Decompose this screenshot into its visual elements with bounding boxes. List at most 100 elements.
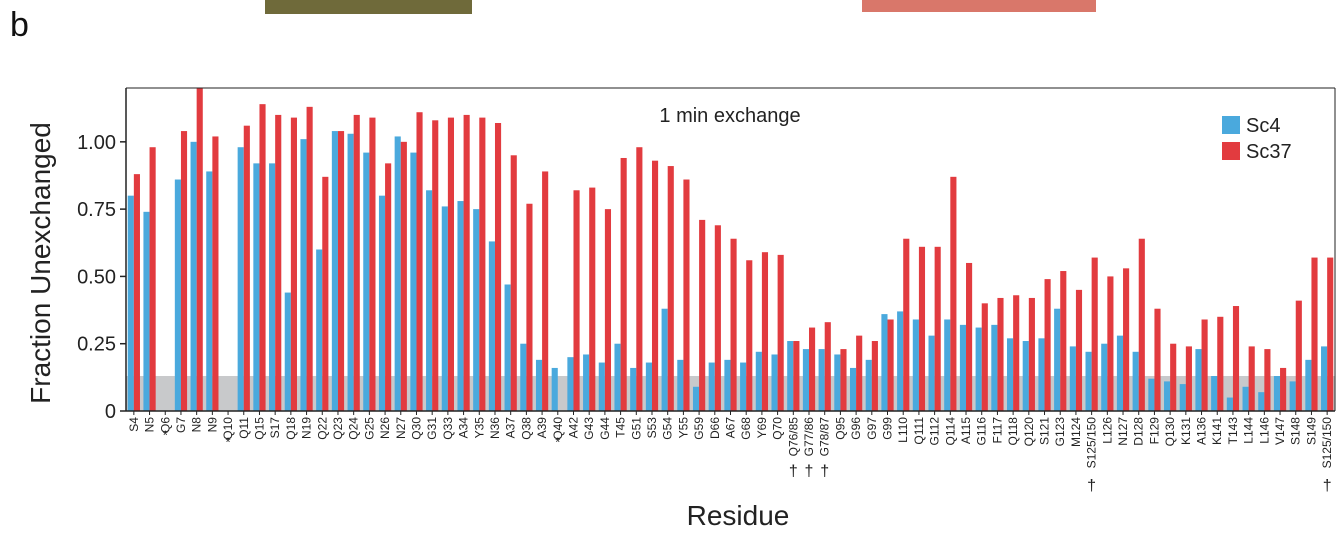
x-tick-marker: * bbox=[163, 427, 168, 442]
bar-sc37-a67 bbox=[730, 238, 737, 411]
bar-sc37-v147 bbox=[1280, 367, 1287, 411]
bar-sc37-q111 bbox=[918, 246, 926, 411]
x-tick-label: D128 bbox=[1132, 417, 1146, 446]
photo-strip-left bbox=[265, 0, 472, 14]
x-tick-label: S53 bbox=[645, 417, 659, 439]
bar-sc4-l126 bbox=[1101, 343, 1108, 411]
bar-sc37-d66 bbox=[714, 225, 721, 411]
x-tick-label: G51 bbox=[629, 417, 643, 440]
bar-sc4-g51 bbox=[630, 367, 637, 411]
y-tick-label: 0 bbox=[105, 401, 116, 423]
bar-sc37-m124 bbox=[1075, 289, 1083, 411]
bar-sc4-a136 bbox=[1195, 349, 1202, 411]
bar-sc37-s121 bbox=[1044, 279, 1051, 411]
bar-sc37-y35 bbox=[479, 117, 486, 411]
bar-sc37-g116 bbox=[981, 303, 988, 411]
bar-sc4-s4 bbox=[127, 195, 134, 411]
x-tick-label: Y69 bbox=[755, 417, 769, 439]
x-tick-label: L144 bbox=[1242, 417, 1256, 444]
bar-sc37-d128 bbox=[1138, 238, 1145, 411]
y-tick-label: 0.25 bbox=[77, 334, 116, 356]
x-tick-label: N5 bbox=[143, 417, 157, 433]
x-axis-title: Residue bbox=[687, 500, 790, 531]
x-tick-label: G96 bbox=[849, 417, 863, 440]
x-tick-label: N36 bbox=[488, 417, 502, 439]
x-tick-label: Q76/85 bbox=[786, 417, 800, 457]
bar-sc4-q33 bbox=[441, 206, 448, 411]
bar-sc37-q15 bbox=[259, 104, 266, 412]
bar-sc37-q33 bbox=[447, 117, 455, 411]
bar-sc4-g54 bbox=[661, 308, 668, 411]
x-tick-marker: † bbox=[789, 463, 798, 480]
x-tick-label: V147 bbox=[1273, 417, 1287, 445]
x-tick-label: G54 bbox=[661, 417, 675, 440]
bar-sc37-g31 bbox=[432, 120, 439, 412]
annotation-text: 1 min exchange bbox=[659, 105, 800, 127]
bar-sc37-s149 bbox=[1311, 257, 1318, 411]
x-tick-label: A34 bbox=[457, 417, 471, 439]
legend-label-sc4: Sc4 bbox=[1246, 115, 1280, 137]
bar-sc37-s53 bbox=[651, 160, 659, 411]
bar-sc37-q120 bbox=[1028, 297, 1035, 411]
bar-sc4-t143 bbox=[1226, 397, 1233, 411]
y-tick-label: 0.75 bbox=[77, 199, 116, 221]
bar-sc4-y55 bbox=[677, 359, 684, 411]
x-tick-label: D66 bbox=[708, 417, 722, 439]
bar-sc37-f117 bbox=[997, 297, 1004, 411]
bar-sc4-q24 bbox=[347, 133, 354, 411]
bar-sc37-n9 bbox=[212, 136, 219, 411]
bar-sc4-n5 bbox=[143, 211, 150, 411]
bar-sc4-g31 bbox=[426, 190, 433, 411]
x-tick-marker: † bbox=[820, 463, 829, 480]
x-tick-label: K131 bbox=[1179, 417, 1193, 445]
bar-sc37-g54 bbox=[667, 166, 674, 411]
bar-sc4-q118 bbox=[1006, 338, 1014, 411]
x-tick-label: G116 bbox=[975, 417, 989, 446]
bar-sc4-s121 bbox=[1038, 338, 1045, 411]
bar-sc37-g96 bbox=[856, 335, 863, 411]
bar-sc4-g123 bbox=[1054, 308, 1061, 411]
panel-label: b bbox=[10, 6, 29, 44]
bar-sc37-n26 bbox=[385, 163, 392, 411]
legend-swatch-sc37 bbox=[1222, 142, 1240, 160]
x-tick-label: Y55 bbox=[676, 417, 690, 439]
bar-sc37-g77-86 bbox=[809, 327, 816, 411]
x-tick-label: F129 bbox=[1147, 417, 1161, 445]
bar-sc37-a37 bbox=[510, 155, 517, 411]
x-tick-label: Q33 bbox=[441, 417, 455, 440]
bar-sc37-s125-150 bbox=[1327, 257, 1334, 411]
x-tick-label: Q38 bbox=[519, 417, 533, 440]
bar-sc4-g25 bbox=[363, 152, 370, 411]
x-tick-label: A39 bbox=[535, 417, 549, 439]
x-tick-label: S17 bbox=[268, 417, 282, 439]
bar-sc37-s17 bbox=[275, 114, 282, 412]
x-tick-label: Q18 bbox=[284, 417, 298, 440]
bar-sc4-g97 bbox=[865, 359, 872, 411]
bar-sc4-a39 bbox=[535, 359, 543, 411]
bar-sc37-g68 bbox=[746, 260, 753, 411]
bar-sc37-f129 bbox=[1154, 308, 1161, 411]
bar-sc37-q70 bbox=[777, 254, 784, 411]
bar-sc37-q95 bbox=[840, 349, 847, 411]
bar-sc4-q114 bbox=[944, 319, 951, 411]
x-tick-label: G77/86 bbox=[802, 417, 816, 457]
x-tick-label: Q95 bbox=[833, 417, 847, 440]
x-tick-label: Q10 bbox=[221, 417, 235, 440]
x-tick-label: N9 bbox=[205, 417, 219, 433]
x-tick-marker: † bbox=[1087, 478, 1096, 495]
x-tick-label: A67 bbox=[724, 417, 738, 439]
x-tick-label: A37 bbox=[504, 417, 518, 439]
bar-sc37-q11 bbox=[243, 125, 250, 411]
bar-sc4-g59 bbox=[692, 386, 700, 411]
x-tick-label: G59 bbox=[692, 417, 706, 440]
bar-sc37-n5 bbox=[149, 147, 156, 411]
bar-sc37-t143 bbox=[1232, 306, 1240, 411]
bar-sc4-a42 bbox=[567, 357, 574, 411]
x-tick-label: G112 bbox=[928, 417, 942, 446]
bar-sc37-a115 bbox=[966, 262, 973, 411]
x-tick-label: G99 bbox=[881, 417, 895, 440]
bar-sc4-l146 bbox=[1258, 392, 1265, 411]
x-tick-label: L110 bbox=[896, 417, 910, 443]
bar-sc37-q76-85 bbox=[793, 341, 800, 411]
